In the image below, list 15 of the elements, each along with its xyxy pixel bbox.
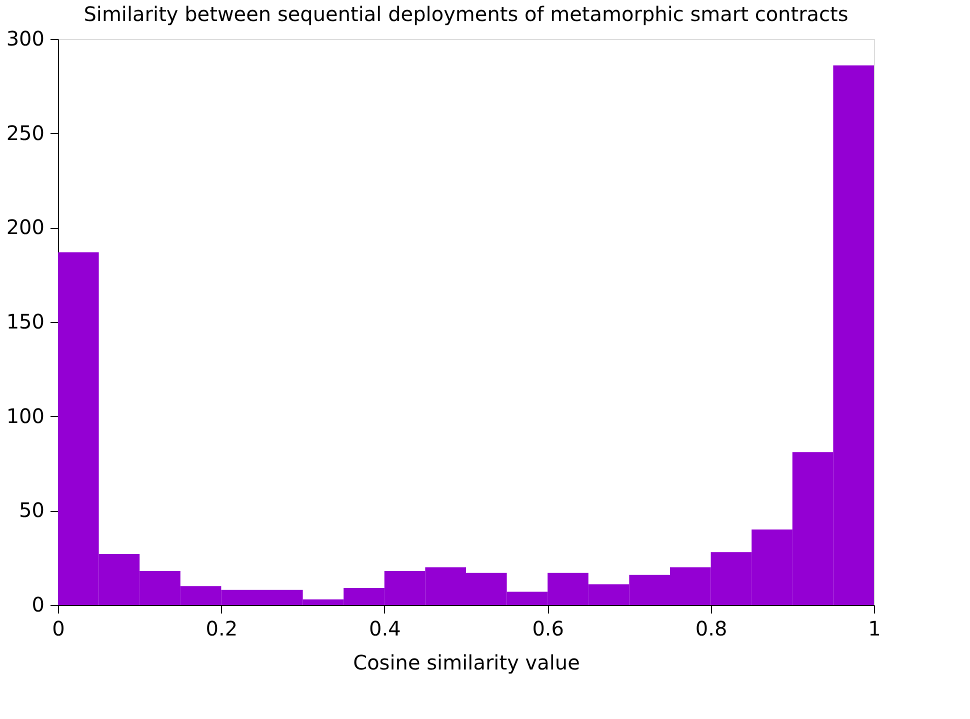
y-tick-label: 0 (32, 592, 44, 616)
y-tick-label: 300 (6, 26, 44, 50)
y-tick-label: 150 (6, 310, 44, 334)
x-tick-label: 0.2 (206, 616, 238, 640)
y-tick-label: 100 (6, 404, 44, 428)
chart-title: Similarity between sequential deployments of metamorphic smart contracts (84, 2, 848, 26)
y-tick-label: 50 (19, 498, 44, 522)
x-tick-label: 0.4 (368, 616, 401, 640)
x-tick-label: 0 (52, 616, 65, 640)
x-tick-label: 0.6 (532, 616, 564, 640)
y-tick-label: 250 (6, 120, 44, 145)
x-tick-label: 0.8 (695, 616, 728, 640)
x-tick-label: 1 (868, 616, 881, 640)
y-tick-label: 200 (6, 215, 44, 240)
x-axis-title: Cosine similarity value (353, 650, 580, 674)
